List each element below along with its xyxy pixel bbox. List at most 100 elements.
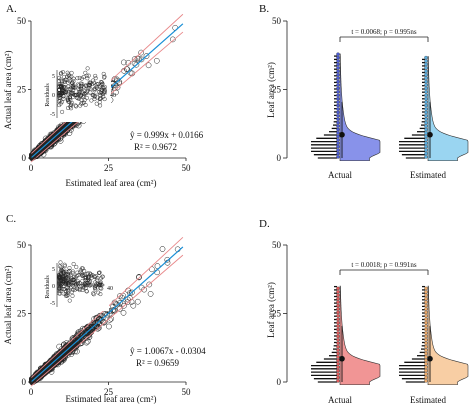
residual-point bbox=[99, 276, 104, 281]
data-point bbox=[424, 365, 428, 369]
residual-point bbox=[61, 287, 66, 292]
scatter-point bbox=[147, 291, 154, 297]
residual-point bbox=[66, 99, 71, 104]
data-point bbox=[336, 375, 340, 380]
residual-point bbox=[82, 89, 87, 94]
data-point bbox=[336, 372, 340, 376]
panel-b-violins bbox=[311, 52, 469, 162]
residual-point bbox=[66, 90, 71, 95]
residual-point bbox=[84, 95, 89, 100]
mean-marker bbox=[427, 131, 433, 138]
residual-point bbox=[100, 92, 105, 97]
data-point bbox=[336, 114, 340, 118]
residual-point bbox=[88, 90, 93, 95]
panel-c-y-axis-title: Actual leaf area (cm²) bbox=[3, 266, 13, 345]
residual-point bbox=[65, 105, 71, 111]
residual-point bbox=[77, 96, 82, 101]
panel-c-inset-ytick-neg5: -5 bbox=[50, 301, 55, 307]
data-point bbox=[336, 66, 340, 70]
data-point bbox=[336, 141, 340, 145]
residual-point bbox=[79, 86, 84, 92]
data-point bbox=[424, 341, 428, 345]
panel-b-category-actual: Actual bbox=[328, 170, 352, 180]
data-point bbox=[336, 320, 340, 325]
residual-point bbox=[64, 77, 69, 82]
data-point bbox=[424, 368, 428, 373]
data-point bbox=[336, 72, 340, 77]
data-point bbox=[424, 296, 428, 301]
scatter-point bbox=[56, 354, 63, 361]
data-point bbox=[424, 327, 428, 332]
residual-point bbox=[72, 85, 77, 90]
data-point bbox=[336, 127, 340, 132]
residual-point bbox=[56, 274, 62, 280]
scatter-point bbox=[120, 59, 127, 66]
data-point bbox=[424, 151, 428, 156]
scatter-point bbox=[66, 130, 73, 136]
data-point bbox=[336, 379, 340, 383]
scatter-point bbox=[120, 309, 127, 316]
scatter-point bbox=[48, 131, 55, 138]
scatter-point bbox=[106, 323, 112, 330]
violin-shape bbox=[339, 53, 381, 162]
data-point bbox=[336, 90, 340, 94]
data-point bbox=[336, 155, 340, 159]
scatter-point bbox=[42, 141, 48, 148]
panel-d-axes: 0 25 50 bbox=[272, 240, 288, 387]
residual-point bbox=[78, 103, 83, 108]
residual-point bbox=[83, 91, 88, 96]
y-tick-label: 25 bbox=[272, 85, 282, 95]
residual-point bbox=[81, 285, 86, 290]
residual-point bbox=[63, 292, 68, 297]
residual-point bbox=[98, 286, 103, 291]
residual-point bbox=[81, 282, 86, 288]
scatter-point bbox=[33, 375, 39, 381]
scatter-point bbox=[32, 150, 39, 157]
residual-point bbox=[93, 280, 98, 285]
scatter-point bbox=[47, 358, 54, 365]
panel-d-category-estimated: Estimated bbox=[410, 395, 446, 405]
residual-point bbox=[69, 70, 74, 75]
residual-point bbox=[71, 86, 76, 91]
residual-point bbox=[60, 109, 65, 114]
residual-point bbox=[82, 273, 87, 278]
residual-point bbox=[73, 103, 78, 108]
data-point bbox=[424, 155, 428, 159]
panel-d-y-axis-title: Leaf area (cm²) bbox=[266, 282, 276, 338]
data-point bbox=[336, 124, 340, 128]
data-point bbox=[424, 351, 428, 356]
residual-point bbox=[85, 66, 90, 71]
residual-point bbox=[74, 95, 79, 100]
data-point bbox=[336, 355, 340, 359]
mean-marker bbox=[339, 355, 345, 362]
data-point bbox=[424, 348, 428, 352]
data-point bbox=[336, 103, 340, 108]
residual-point bbox=[75, 279, 81, 284]
residual-point bbox=[62, 264, 67, 269]
residual-point bbox=[93, 83, 98, 88]
scatter-point bbox=[48, 359, 55, 366]
panel-a-x-axis-title: Estimated leaf area (cm²) bbox=[66, 178, 157, 188]
data-point bbox=[336, 117, 340, 121]
data-point bbox=[336, 107, 340, 111]
data-point bbox=[424, 120, 428, 125]
residual-point bbox=[74, 273, 79, 279]
data-point bbox=[336, 341, 340, 345]
residual-point bbox=[68, 102, 74, 107]
y-tick-label: 25 bbox=[272, 309, 282, 319]
y-tick-label: 50 bbox=[17, 16, 27, 26]
data-point bbox=[424, 310, 428, 315]
scatter-point bbox=[41, 366, 48, 373]
data-point bbox=[424, 338, 428, 342]
residual-point bbox=[65, 70, 70, 75]
data-point bbox=[424, 107, 428, 111]
y-tick-label: 0 bbox=[277, 153, 282, 163]
scatter-point bbox=[74, 342, 80, 349]
panel-a-inset-y-title: Residuals bbox=[45, 83, 51, 107]
residual-point bbox=[67, 74, 72, 79]
residual-point bbox=[79, 101, 84, 106]
data-point bbox=[424, 76, 428, 80]
data-point bbox=[424, 379, 428, 383]
data-point bbox=[424, 141, 428, 145]
